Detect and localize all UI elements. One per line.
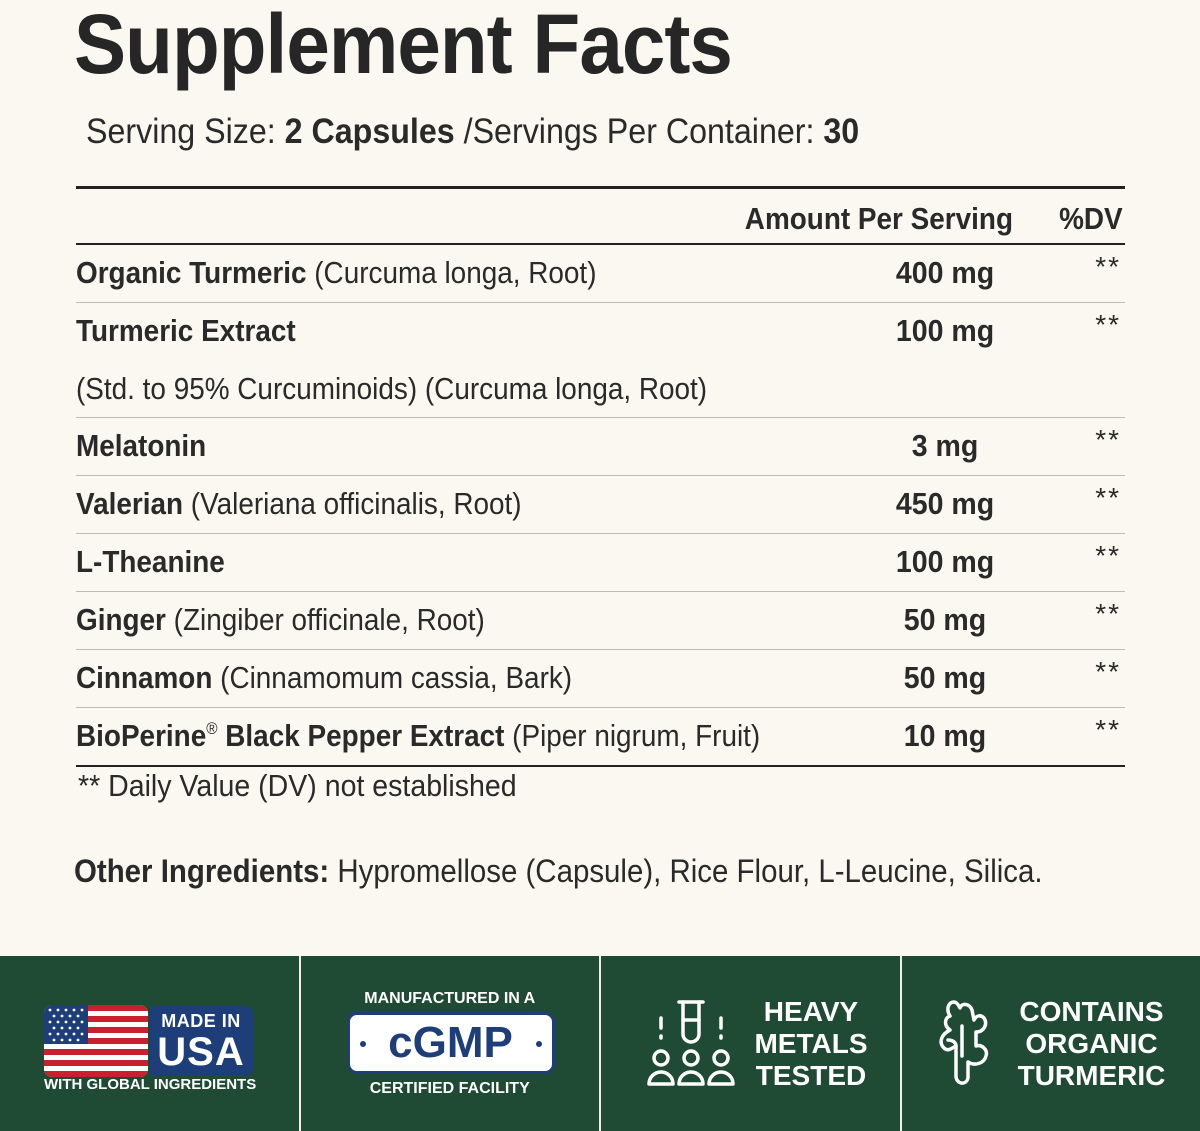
ingredient-detail: (Cinnamomum cassia, Bark) xyxy=(212,660,573,695)
cgmp-top-text: MANUFACTURED IN A xyxy=(364,990,536,1007)
ingredient-dv: ** xyxy=(1095,598,1121,629)
header-amount: Amount Per Serving xyxy=(744,201,1013,236)
lab-test-icon xyxy=(647,1000,735,1086)
ingredient-bold-name: L-Theanine xyxy=(76,544,225,579)
other-ingredients-label: Other Ingredients: xyxy=(74,853,330,889)
badge-bar: MADE IN USA WITH GLOBAL INGREDIENTS MANU… xyxy=(0,956,1200,1131)
divider xyxy=(76,591,1125,592)
divider xyxy=(76,649,1125,650)
ingredient-name: Cinnamon (Cinnamomum cassia, Bark) xyxy=(76,660,572,696)
organic-turmeric-text: CONTAINS ORGANIC TURMERIC xyxy=(1012,996,1172,1092)
ingredient-bold-name: Turmeric Extract xyxy=(76,313,296,348)
servings-per-container-label: /Servings Per Container: xyxy=(454,112,824,151)
ingredient-subline: (Std. to 95% Curcuminoids) (Curcuma long… xyxy=(76,371,708,406)
badge-text-line: TESTED xyxy=(755,1060,867,1091)
ingredient-amount: 10 mg xyxy=(903,718,987,753)
ingredient-amount: 50 mg xyxy=(903,602,987,637)
other-ingredients-value: Hypromellose (Capsule), Rice Flour, L-Le… xyxy=(329,853,1043,889)
registered-mark: ® xyxy=(206,719,218,738)
table-row: Cinnamon (Cinnamomum cassia, Bark) 50 mg… xyxy=(76,650,1125,707)
ingredient-name: Melatonin xyxy=(76,428,206,464)
ingredient-dv: ** xyxy=(1095,309,1121,340)
divider xyxy=(76,186,1125,189)
other-ingredients: Other Ingredients: Hypromellose (Capsule… xyxy=(74,853,1043,890)
ingredient-dv: ** xyxy=(1095,424,1121,455)
cgmp-badge: MANUFACTURED IN A cGMP CERTIFIED FACILIT… xyxy=(298,956,600,1131)
serving-size-label: Serving Size: xyxy=(86,112,285,151)
ingredient-detail: (Valeriana officinalis, Root) xyxy=(183,486,522,521)
ingredient-amount: 400 mg xyxy=(895,255,995,290)
ingredient-dv: ** xyxy=(1095,482,1121,513)
made-in-usa-badge: MADE IN USA WITH GLOBAL INGREDIENTS xyxy=(0,956,299,1131)
table-row: L-Theanine 100 mg ** xyxy=(76,534,1125,591)
page-title: Supplement Facts xyxy=(74,0,733,91)
us-flag-icon xyxy=(44,1005,148,1077)
header-dv: %DV xyxy=(1059,201,1123,236)
table-row: Ginger (Zingiber officinale, Root) 50 mg… xyxy=(76,592,1125,649)
ingredient-amount: 3 mg xyxy=(911,428,979,463)
badge-text-line: CONTAINS xyxy=(1019,996,1164,1027)
usa-caption: WITH GLOBAL INGREDIENTS xyxy=(44,1076,257,1093)
made-in-text: MADE IN xyxy=(161,1011,241,1031)
dv-footnote: ** Daily Value (DV) not established xyxy=(78,768,517,803)
ingredient-amount: 100 mg xyxy=(895,313,995,348)
cgmp-bottom-text: CERTIFIED FACILITY xyxy=(369,1080,530,1097)
serving-size-value: 2 Capsules xyxy=(284,112,455,151)
facts-table: Amount Per Serving %DV Organic Turmeric … xyxy=(76,186,1125,767)
organic-turmeric-badge: CONTAINS ORGANIC TURMERIC xyxy=(899,956,1200,1131)
cgmp-text: cGMP xyxy=(388,1018,513,1067)
ingredient-name: Turmeric Extract xyxy=(76,313,296,349)
badge-text-line: HEAVY xyxy=(763,996,859,1027)
table-header: Amount Per Serving %DV xyxy=(76,189,1125,243)
servings-per-container-value: 30 xyxy=(823,112,860,151)
ingredient-name: L-Theanine xyxy=(76,544,225,580)
divider xyxy=(76,417,1125,418)
ingredient-bold-name-rest: Black Pepper Extract xyxy=(217,718,505,753)
ingredient-detail: (Piper nigrum, Fruit) xyxy=(504,718,761,753)
heavy-metals-text: HEAVY METALS TESTED xyxy=(751,996,871,1092)
divider xyxy=(76,475,1125,476)
ingredient-dv: ** xyxy=(1095,251,1121,282)
serving-info: Serving Size: 2 Capsules /Servings Per C… xyxy=(86,112,859,152)
badge-text-line: ORGANIC xyxy=(1025,1028,1158,1059)
usa-text: USA xyxy=(157,1030,245,1074)
badge-text-line: METALS xyxy=(754,1028,868,1059)
table-row: Valerian (Valeriana officinalis, Root) 4… xyxy=(76,476,1125,533)
turmeric-root-icon xyxy=(938,1000,988,1085)
divider xyxy=(76,707,1125,708)
badge-text-line: TURMERIC xyxy=(1017,1060,1166,1091)
dot-icon xyxy=(359,1041,366,1047)
ingredient-dv: ** xyxy=(1095,714,1121,745)
divider xyxy=(76,243,1125,245)
ingredient-amount: 100 mg xyxy=(895,544,995,579)
table-row: Melatonin 3 mg ** xyxy=(76,418,1125,475)
ingredient-bold-name: Melatonin xyxy=(76,428,207,463)
dot-icon xyxy=(535,1041,542,1047)
table-row: Turmeric Extract (Std. to 95% Curcuminoi… xyxy=(76,303,1125,417)
divider xyxy=(76,765,1125,767)
ingredient-name: Ginger (Zingiber officinale, Root) xyxy=(76,602,485,638)
cgmp-box: cGMP xyxy=(346,1012,555,1074)
usa-label-box: MADE IN USA xyxy=(149,1006,253,1076)
ingredient-bold-name: Organic Turmeric xyxy=(76,255,307,290)
ingredient-amount: 450 mg xyxy=(895,486,995,521)
heavy-metals-badge: HEAVY METALS TESTED xyxy=(599,956,900,1131)
ingredient-name: BioPerine® Black Pepper Extract (Piper n… xyxy=(76,718,760,754)
table-row: BioPerine® Black Pepper Extract (Piper n… xyxy=(76,708,1125,765)
ingredient-bold-name: Valerian xyxy=(76,486,184,521)
divider xyxy=(76,533,1125,534)
table-row: Organic Turmeric (Curcuma longa, Root) 4… xyxy=(76,245,1125,302)
ingredient-dv: ** xyxy=(1095,540,1121,571)
ingredient-bold-name: BioPerine xyxy=(76,718,207,753)
ingredient-name: Organic Turmeric (Curcuma longa, Root) xyxy=(76,255,596,291)
ingredient-bold-name: Cinnamon xyxy=(76,660,213,695)
ingredient-dv: ** xyxy=(1095,656,1121,687)
ingredient-detail: (Curcuma longa, Root) xyxy=(306,255,597,290)
ingredient-name: Valerian (Valeriana officinalis, Root) xyxy=(76,486,522,522)
ingredient-amount: 50 mg xyxy=(903,660,987,695)
ingredient-detail: (Zingiber officinale, Root) xyxy=(165,602,485,637)
divider xyxy=(76,302,1125,303)
ingredient-bold-name: Ginger xyxy=(76,602,166,637)
